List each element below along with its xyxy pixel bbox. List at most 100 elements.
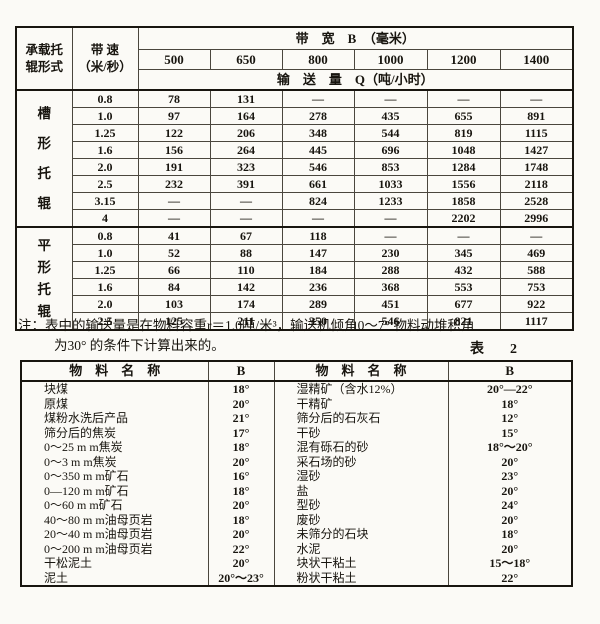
angle-value-cell: 18° xyxy=(207,440,274,455)
capacity-value-cell: 2528 xyxy=(499,192,574,210)
material-row: 20～40 m m油母页岩 20° 未筛分的石块 18° xyxy=(21,527,572,542)
material-name-cell: 0～350 m m矿石 xyxy=(44,469,129,483)
belt-speed-cell: 1.0 xyxy=(71,107,139,125)
angle-value-cell: 20°—22° xyxy=(447,381,572,397)
capacity-value-cell: 469 xyxy=(499,244,574,262)
capacity-value-cell: 546 xyxy=(353,312,428,331)
capacity-value-cell: 78 xyxy=(137,89,211,108)
material-name-cell: 混有砾石的砂 xyxy=(273,440,448,455)
capacity-value-cell: 891 xyxy=(499,107,574,125)
capacity-row: 3.15— —824 1233 1858 2528 xyxy=(16,192,574,210)
capacity-value-cell: — xyxy=(281,209,355,228)
material-name-cell: 干砂 xyxy=(273,425,448,440)
material-name-cell: 采石场的砂 xyxy=(273,454,448,469)
material-row: 原煤 20° 干精矿 18° xyxy=(21,396,572,411)
belt-speed-cell: 1.0 xyxy=(71,244,139,262)
capacity-value-cell: 451 xyxy=(353,295,428,313)
angle-value-cell: 20° xyxy=(447,483,572,498)
angle-value-cell: 18° xyxy=(447,527,572,542)
capacity-row: 2.0 103 174 289 451 677 922 xyxy=(16,295,574,313)
angle-value-cell: 20°～23° xyxy=(207,570,274,586)
capacity-value-cell: 853 xyxy=(353,158,428,176)
belt-speed-cell: 1.6 xyxy=(71,278,139,296)
capacity-value-cell: 142 xyxy=(209,278,283,296)
capacity-row: 槽 形 托 辊 0.8 78 131— — — — xyxy=(15,89,574,228)
capacity-value-cell: 824 xyxy=(281,192,355,210)
material-name-header: 物 料 名 称 xyxy=(21,361,208,382)
capacity-value-cell: 677 xyxy=(426,295,501,313)
angle-value-cell: 20° xyxy=(447,512,572,527)
angle-value-cell: 20° xyxy=(207,498,274,513)
material-name-cell: 水泥 xyxy=(273,541,448,556)
capacity-value-cell: — xyxy=(499,226,574,245)
capacity-row: 4— — — —2202 2996 xyxy=(16,209,574,228)
capacity-value-cell: 164 xyxy=(209,107,283,125)
capacity-value-cell: 435 xyxy=(353,107,428,125)
capacity-value-cell: 1427 xyxy=(499,141,574,159)
material-name-cell: 0～25 m m焦炭 xyxy=(44,440,123,454)
capacity-row: 2.0 191 323 546 853 1284 1748 xyxy=(16,158,574,176)
angle-value-cell: 17° xyxy=(207,425,274,440)
belt-width-header: 带 宽 B （毫米） xyxy=(137,26,574,50)
angle-value-cell: 16° xyxy=(207,469,274,484)
capacity-value-cell: 819 xyxy=(426,124,501,142)
capacity-value-cell: 191 xyxy=(137,158,211,176)
capacity-value-cell: — xyxy=(137,192,211,210)
material-row: 块煤 18° 湿精矿（含水12%） 20°—22° xyxy=(21,381,572,397)
belt-width-value: 500 xyxy=(137,49,211,70)
belt-speed-cell: 2.5 xyxy=(71,175,139,193)
angle-value-cell: 20° xyxy=(207,396,274,411)
belt-speed-cell: 2.5 xyxy=(71,312,139,331)
capacity-value-cell: 1115 xyxy=(499,124,574,142)
capacity-value-cell: 348 xyxy=(281,124,355,142)
capacity-value-cell: 289 xyxy=(281,295,355,313)
capacity-value-cell: 588 xyxy=(499,261,574,279)
material-row: 0—120 m m矿石 18° 盐 20° xyxy=(21,483,572,498)
capacity-value-cell: 278 xyxy=(281,107,355,125)
capacity-value-cell: 230 xyxy=(353,244,428,262)
capacity-value-cell: — xyxy=(137,209,211,228)
capacity-value-cell: 544 xyxy=(353,124,428,142)
belt-width-value: 1400 xyxy=(499,49,574,70)
capacity-value-cell: 131 xyxy=(209,89,283,108)
belt-speed-cell: 1.25 xyxy=(71,124,139,142)
capacity-value-cell: 1117 xyxy=(499,312,574,331)
belt-speed-cell: 1.25 xyxy=(71,261,139,279)
capacity-value-cell: 147 xyxy=(281,244,355,262)
material-name-cell: 0～200 m m油母页岩 xyxy=(44,541,153,556)
material-name-cell: 干精矿 xyxy=(273,396,448,411)
angle-value-cell: 20° xyxy=(207,556,274,571)
angle-value-cell: 20° xyxy=(207,454,274,469)
capacity-value-cell: 1048 xyxy=(426,141,501,159)
capacity-value-cell: 211 xyxy=(209,312,283,331)
capacity-value-cell: 1284 xyxy=(426,158,501,176)
capacity-table-header-row: 承载托 辊形式 带 速 （米/秒） 带 宽 B （毫米） xyxy=(15,26,574,91)
capacity-value-cell: 236 xyxy=(281,278,355,296)
idler-form-header: 承载托 辊形式 xyxy=(15,26,73,91)
angle-value-cell: 20° xyxy=(447,454,572,469)
capacity-value-cell: — xyxy=(281,89,355,108)
capacity-value-cell: — xyxy=(353,89,428,108)
capacity-value-cell: 232 xyxy=(137,175,211,193)
capacity-value-cell: 52 xyxy=(137,244,211,262)
material-row: 0～200 m m油母页岩 22° 水泥 20° xyxy=(21,541,572,556)
capacity-value-cell: 1033 xyxy=(353,175,428,193)
capacity-value-cell: 122 xyxy=(137,124,211,142)
capacity-value-cell: — xyxy=(426,89,501,108)
belt-speed-cell: 2.0 xyxy=(71,158,139,176)
capacity-value-cell: 118 xyxy=(281,226,355,245)
material-name-cell: 块状干粘土 xyxy=(273,556,448,571)
capacity-row: 1.0 97 164 278 435 655 891 xyxy=(16,107,574,125)
capacity-value-cell: 288 xyxy=(353,261,428,279)
capacity-header: 输 送 量 Q（吨/小时） xyxy=(137,69,574,91)
capacity-value-cell: 66 xyxy=(137,261,211,279)
angle-value-cell: 24° xyxy=(447,498,572,513)
capacity-row: 2.5 232 391 661 1033 1556 2118 xyxy=(16,175,574,193)
angle-value-cell: 18°～20° xyxy=(447,440,572,455)
capacity-table: 承载托 辊形式 带 速 （米/秒） 带 宽 B （毫米） 500 650 800… xyxy=(15,26,575,331)
capacity-value-cell: 67 xyxy=(209,226,283,245)
capacity-value-cell: 110 xyxy=(209,261,283,279)
angle-value-cell: 18° xyxy=(207,483,274,498)
belt-width-value: 800 xyxy=(281,49,355,70)
